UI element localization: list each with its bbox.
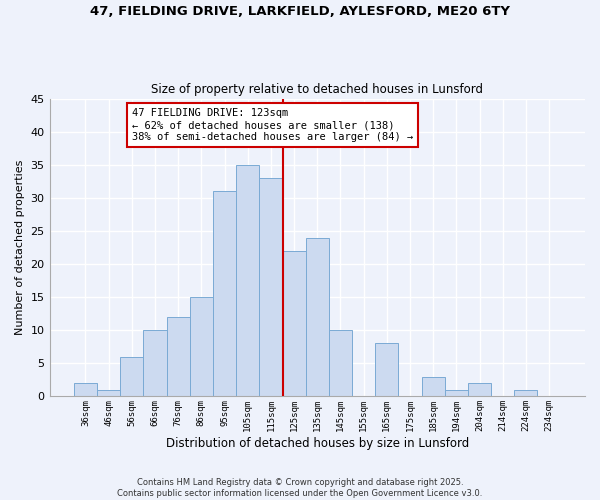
Y-axis label: Number of detached properties: Number of detached properties: [15, 160, 25, 335]
Bar: [167, 317, 190, 396]
Bar: [236, 164, 259, 396]
Text: 47, FIELDING DRIVE, LARKFIELD, AYLESFORD, ME20 6TY: 47, FIELDING DRIVE, LARKFIELD, AYLESFORD…: [90, 5, 510, 18]
Bar: [97, 390, 120, 396]
Bar: [305, 238, 329, 396]
Bar: [120, 356, 143, 397]
Bar: [143, 330, 167, 396]
Bar: [422, 376, 445, 396]
Bar: [514, 390, 538, 396]
Bar: [74, 383, 97, 396]
Text: 47 FIELDING DRIVE: 123sqm
← 62% of detached houses are smaller (138)
38% of semi: 47 FIELDING DRIVE: 123sqm ← 62% of detac…: [132, 108, 413, 142]
Bar: [283, 251, 305, 396]
X-axis label: Distribution of detached houses by size in Lunsford: Distribution of detached houses by size …: [166, 437, 469, 450]
Bar: [375, 344, 398, 396]
Text: Contains HM Land Registry data © Crown copyright and database right 2025.
Contai: Contains HM Land Registry data © Crown c…: [118, 478, 482, 498]
Title: Size of property relative to detached houses in Lunsford: Size of property relative to detached ho…: [151, 83, 483, 96]
Bar: [190, 297, 213, 396]
Bar: [445, 390, 468, 396]
Bar: [213, 191, 236, 396]
Bar: [329, 330, 352, 396]
Bar: [468, 383, 491, 396]
Bar: [259, 178, 283, 396]
